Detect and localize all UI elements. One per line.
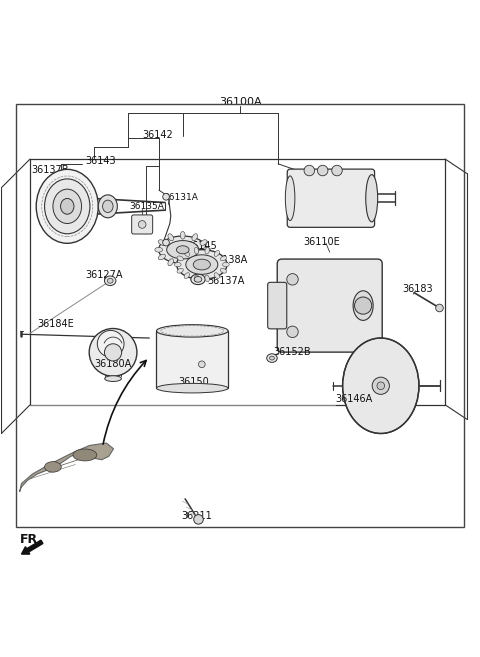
Circle shape [287,326,298,338]
Ellipse shape [223,262,229,267]
Ellipse shape [203,248,211,252]
Ellipse shape [156,325,228,337]
Ellipse shape [184,273,190,279]
Ellipse shape [155,248,163,252]
Circle shape [199,361,205,368]
Text: 36100A: 36100A [219,97,261,107]
Ellipse shape [220,268,227,273]
Circle shape [372,377,389,394]
Ellipse shape [192,234,198,240]
Ellipse shape [168,259,174,266]
Ellipse shape [193,259,210,270]
Ellipse shape [200,240,207,245]
Ellipse shape [194,277,202,283]
Text: 36110E: 36110E [303,237,340,246]
Ellipse shape [205,248,209,254]
Text: 36137B: 36137B [31,165,69,175]
Ellipse shape [366,175,378,222]
FancyBboxPatch shape [132,215,153,234]
FancyBboxPatch shape [287,169,374,227]
Ellipse shape [174,262,181,267]
Text: FR.: FR. [20,533,43,546]
Ellipse shape [186,255,218,274]
Circle shape [377,382,384,390]
Ellipse shape [177,268,183,273]
Ellipse shape [214,250,219,256]
Circle shape [194,514,203,524]
Circle shape [97,330,124,357]
Ellipse shape [105,376,121,382]
Circle shape [138,221,146,228]
Circle shape [287,273,298,285]
Text: 36180A: 36180A [95,359,132,369]
Ellipse shape [108,279,113,283]
Circle shape [436,304,444,312]
Text: 36137A: 36137A [207,276,245,286]
Text: 36211: 36211 [182,511,213,521]
Ellipse shape [36,170,98,243]
Text: 36150: 36150 [178,377,209,387]
Circle shape [163,193,169,200]
Circle shape [355,297,372,314]
Ellipse shape [267,353,277,363]
Text: 36142: 36142 [142,129,173,140]
Bar [16,104,464,526]
Text: 36138A: 36138A [210,255,248,265]
Ellipse shape [191,274,205,284]
Circle shape [163,239,169,246]
FancyBboxPatch shape [156,331,228,388]
Circle shape [105,344,121,361]
Text: 36184E: 36184E [37,319,74,328]
FancyArrowPatch shape [103,361,146,444]
Ellipse shape [45,179,90,234]
Ellipse shape [156,384,228,393]
Polygon shape [20,443,114,491]
Text: 36143: 36143 [85,156,116,166]
Text: 36183: 36183 [402,284,433,294]
Ellipse shape [177,256,183,261]
Ellipse shape [192,259,198,266]
Ellipse shape [180,260,185,268]
Ellipse shape [270,356,275,360]
Circle shape [304,166,314,176]
Ellipse shape [168,234,174,240]
Ellipse shape [177,250,227,279]
Ellipse shape [167,240,199,259]
Ellipse shape [194,275,199,282]
Ellipse shape [205,275,209,282]
Ellipse shape [285,176,295,221]
Ellipse shape [158,240,166,245]
FancyBboxPatch shape [277,259,382,352]
Ellipse shape [343,338,419,434]
Ellipse shape [214,273,219,279]
Circle shape [332,166,342,176]
Ellipse shape [200,254,207,260]
Ellipse shape [353,291,373,321]
Ellipse shape [98,195,117,217]
Ellipse shape [194,248,199,254]
Circle shape [317,166,328,176]
Ellipse shape [73,449,97,461]
Ellipse shape [105,276,116,286]
Text: 36131A: 36131A [164,193,199,202]
Text: 36145: 36145 [187,241,217,251]
Ellipse shape [45,462,61,472]
Ellipse shape [60,198,74,214]
Ellipse shape [180,231,185,239]
Text: 36146A: 36146A [336,394,372,404]
Ellipse shape [53,189,82,223]
FancyBboxPatch shape [268,283,287,329]
Text: 36135A: 36135A [129,202,164,212]
Text: 36120: 36120 [303,179,334,189]
Ellipse shape [158,254,166,260]
Ellipse shape [184,250,190,256]
Text: 36152B: 36152B [274,347,311,357]
Ellipse shape [159,236,207,263]
Text: 36127A: 36127A [85,270,122,280]
FancyArrow shape [22,540,43,554]
Ellipse shape [220,256,227,261]
Ellipse shape [103,200,113,212]
Circle shape [89,328,137,376]
Ellipse shape [177,246,189,254]
